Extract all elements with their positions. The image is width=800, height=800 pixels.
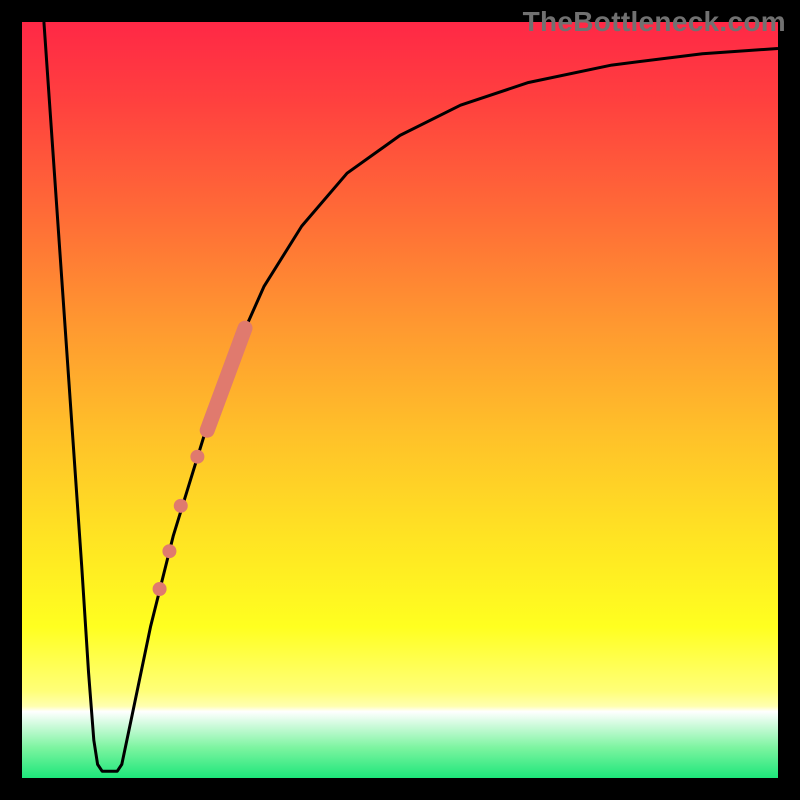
bottleneck-chart-svg (0, 0, 800, 800)
data-point (162, 544, 176, 558)
watermark-text: TheBottleneck.com (523, 6, 786, 38)
data-point (153, 582, 167, 596)
data-point (174, 499, 188, 513)
chart-frame: TheBottleneck.com (0, 0, 800, 800)
data-point (190, 450, 204, 464)
